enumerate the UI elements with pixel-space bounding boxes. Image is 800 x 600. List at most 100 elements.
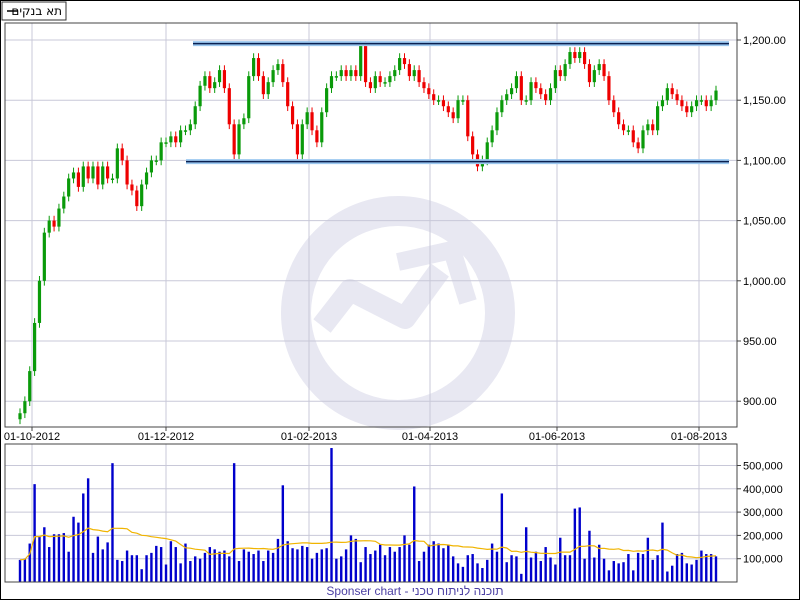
volume-tick-label: 100,000 — [743, 554, 783, 566]
volume-bar — [301, 545, 304, 582]
candle-up — [485, 142, 489, 161]
price-tick-label: 1,000.00 — [743, 276, 786, 288]
candle-up — [217, 70, 222, 83]
candle-down — [558, 70, 562, 77]
candle-up — [646, 124, 650, 131]
volume-bar — [374, 550, 377, 582]
candle-down — [256, 58, 261, 77]
candle-down — [422, 82, 426, 89]
volume-bar — [646, 537, 650, 582]
date-tick-label: 01-02-2013 — [281, 431, 337, 443]
volume-bar — [291, 548, 294, 582]
volume-bar — [632, 570, 635, 582]
watermark-arrow-icon — [313, 263, 449, 333]
volume-bar — [72, 516, 75, 582]
price-tick-label: 1,150.00 — [743, 95, 786, 107]
candle-up — [305, 112, 309, 125]
candle-down — [130, 184, 134, 191]
volume-bar — [286, 541, 289, 582]
candle-down — [612, 100, 616, 113]
volume-tick-label: 400,000 — [743, 484, 783, 496]
candle-up — [28, 371, 32, 402]
date-tick-label: 01-10-2012 — [4, 431, 60, 443]
volume-bar — [554, 564, 557, 582]
volume-bar — [262, 561, 265, 582]
volume-bar — [101, 549, 104, 582]
volume-bar — [28, 543, 31, 582]
volume-bar — [184, 543, 187, 582]
volume-bar — [116, 559, 119, 582]
candle-down — [290, 106, 295, 125]
candle-up — [62, 196, 66, 209]
candle-down — [471, 136, 475, 155]
volume-bar — [641, 554, 645, 582]
volume-bar — [106, 542, 109, 582]
candle-up — [626, 130, 630, 132]
volume-bar — [23, 558, 27, 582]
volume-bar — [466, 555, 469, 582]
candle-down — [106, 166, 110, 179]
volume-bar — [520, 573, 523, 582]
candle-up — [509, 88, 514, 95]
volume-bar — [242, 549, 246, 582]
volume-bar — [213, 549, 216, 582]
volume-bar — [695, 559, 698, 582]
volume-bar — [661, 522, 664, 582]
candle-up — [393, 70, 397, 77]
candle-up — [359, 46, 363, 77]
volume-bar — [481, 568, 484, 582]
candle-down — [120, 148, 124, 161]
volume-bar — [198, 558, 202, 582]
candle-up — [412, 70, 416, 77]
candle-up — [271, 70, 275, 83]
candle-down — [432, 94, 436, 101]
volume-bar — [135, 555, 139, 582]
volume-bar — [486, 559, 489, 582]
candle-up — [714, 90, 718, 101]
volume-bar — [43, 527, 46, 582]
volume-bar — [155, 545, 158, 582]
volume-bar — [559, 537, 562, 582]
volume-bar — [505, 562, 508, 582]
candle-up — [91, 166, 95, 179]
candle-up — [553, 70, 557, 89]
candle-up — [247, 76, 251, 119]
volume-bar — [296, 549, 299, 582]
volume-bar — [208, 547, 212, 582]
volume-bar — [666, 571, 669, 582]
candle-down — [587, 64, 592, 83]
candle-up — [179, 130, 183, 143]
candle-up — [33, 322, 37, 372]
volume-bar — [417, 561, 421, 582]
candle-up — [529, 82, 533, 101]
volume-bar — [359, 562, 362, 582]
candle-up — [237, 124, 241, 155]
volume-bar — [18, 559, 22, 582]
candle-up — [514, 76, 519, 89]
candle-down — [86, 166, 90, 179]
legend: תא בנקים — [1, 1, 67, 21]
candle-up — [694, 100, 699, 107]
volume-bar — [451, 556, 455, 582]
volume-bar — [578, 507, 581, 582]
date-tick-label: 01-04-2013 — [402, 431, 458, 443]
volume-bar — [86, 478, 90, 582]
volume-bar — [408, 544, 411, 582]
candle-down — [344, 70, 348, 77]
volume-bar — [189, 561, 192, 582]
volume-bar — [247, 551, 250, 582]
volume-bar — [422, 551, 426, 582]
candle-up — [67, 178, 71, 197]
candle-down — [602, 64, 606, 77]
candle-down — [125, 160, 129, 185]
candle-up — [193, 106, 197, 125]
volume-bar — [709, 554, 713, 582]
volume-bar — [568, 555, 572, 582]
candle-down — [675, 94, 679, 101]
volume-tick-label: 500,000 — [743, 461, 783, 473]
candle-up — [183, 130, 188, 132]
candle-down — [685, 106, 689, 113]
volume-bar — [447, 544, 450, 582]
volume-bar — [325, 548, 328, 582]
